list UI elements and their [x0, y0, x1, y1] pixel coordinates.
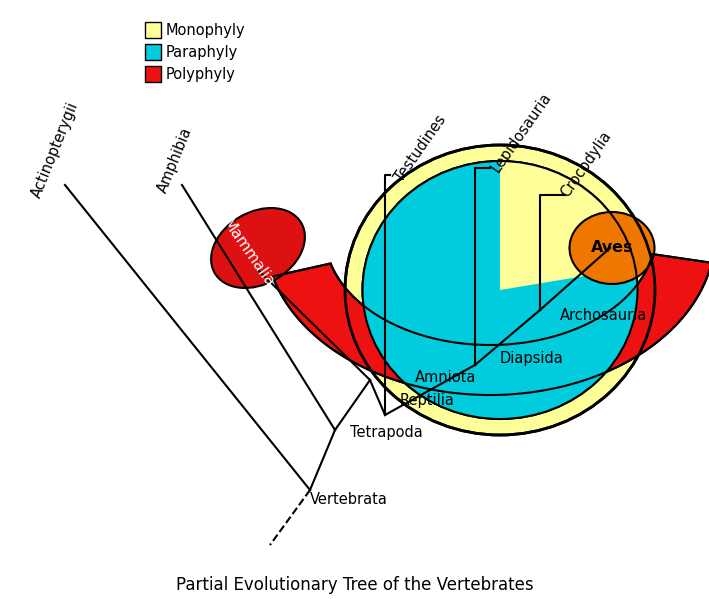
- Text: Aves: Aves: [591, 241, 633, 256]
- Text: Tetrapoda: Tetrapoda: [350, 425, 423, 440]
- Text: Lepidosauria: Lepidosauria: [488, 90, 554, 175]
- Ellipse shape: [362, 161, 637, 419]
- Bar: [145, 44, 161, 60]
- Text: Reptilia: Reptilia: [400, 392, 455, 407]
- Bar: [145, 22, 161, 38]
- Ellipse shape: [345, 145, 655, 435]
- Ellipse shape: [362, 161, 637, 419]
- Polygon shape: [500, 161, 635, 290]
- Text: Diapsida: Diapsida: [500, 350, 564, 365]
- Text: Amniota: Amniota: [415, 371, 476, 386]
- Text: Crocodylia: Crocodylia: [558, 128, 615, 200]
- Text: Monophyly: Monophyly: [166, 23, 245, 38]
- Ellipse shape: [569, 212, 654, 284]
- Text: Vertebrata: Vertebrata: [310, 492, 388, 507]
- Text: Polyphyly: Polyphyly: [166, 66, 236, 81]
- Text: Paraphyly: Paraphyly: [166, 44, 238, 59]
- Polygon shape: [500, 161, 635, 290]
- Text: Archosauria: Archosauria: [560, 307, 647, 322]
- Bar: [145, 66, 161, 82]
- Polygon shape: [273, 254, 709, 395]
- Ellipse shape: [211, 208, 305, 288]
- Text: Mammalia: Mammalia: [219, 216, 277, 290]
- Text: Amphibia: Amphibia: [155, 125, 195, 195]
- Text: Testudines: Testudines: [392, 113, 449, 185]
- Text: Actinopterygii: Actinopterygii: [29, 99, 81, 200]
- Text: Partial Evolutionary Tree of the Vertebrates: Partial Evolutionary Tree of the Vertebr…: [176, 576, 533, 594]
